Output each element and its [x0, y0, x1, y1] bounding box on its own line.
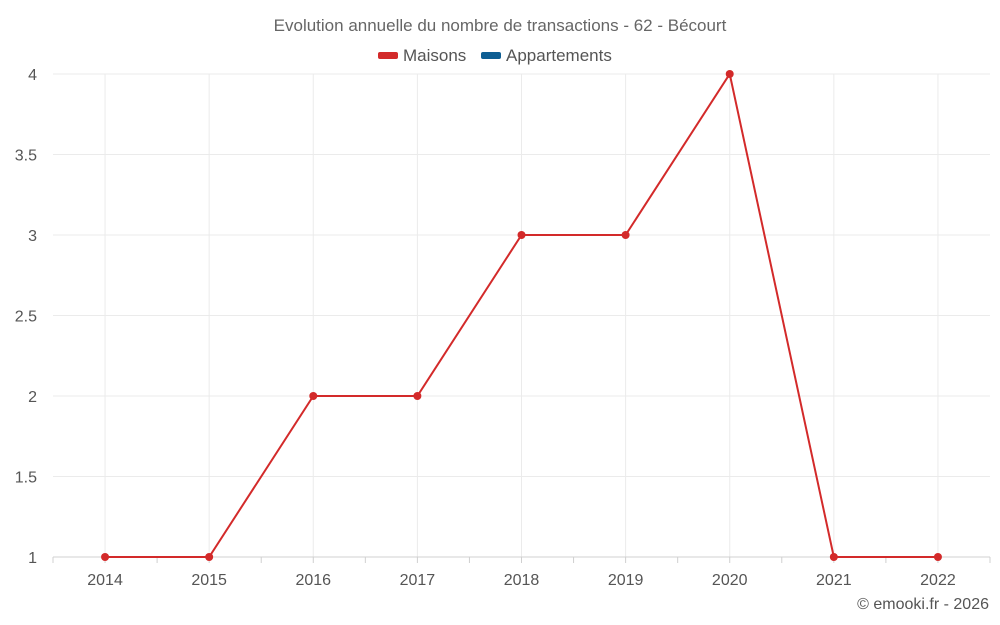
data-point-maisons[interactable]	[621, 231, 630, 239]
data-point-maisons[interactable]	[101, 553, 110, 561]
data-point-maisons[interactable]	[309, 392, 318, 400]
data-point-maisons[interactable]	[413, 392, 422, 400]
legend-swatch-maisons	[378, 52, 398, 59]
legend-item-maisons[interactable]: Maisons	[378, 46, 466, 65]
x-tick-label: 2020	[712, 572, 748, 589]
legend-item-appartements[interactable]: Appartements	[481, 46, 612, 65]
data-point-maisons[interactable]	[829, 553, 838, 561]
y-tick-label: 4	[28, 67, 37, 84]
x-tick-label: 2017	[400, 572, 436, 589]
grid	[53, 73, 990, 558]
y-tick-label: 3.5	[15, 148, 37, 165]
y-tick-label: 3	[28, 228, 37, 245]
legend-swatch-appartements	[481, 52, 501, 59]
y-tick-label: 2	[28, 389, 37, 406]
data-point-maisons[interactable]	[205, 553, 214, 561]
credit-text: © emooki.fr - 2026	[857, 596, 989, 613]
x-tick-label: 2016	[295, 572, 331, 589]
x-tick-label: 2022	[920, 572, 956, 589]
x-tick-label: 2019	[608, 572, 644, 589]
x-tick-label: 2015	[191, 572, 227, 589]
y-tick-label: 1	[28, 550, 37, 567]
x-tick-label: 2018	[504, 572, 540, 589]
data-point-maisons[interactable]	[725, 70, 734, 78]
chart-title: Evolution annuelle du nombre de transact…	[274, 16, 727, 35]
y-tick-label: 2.5	[15, 309, 37, 326]
series	[101, 70, 942, 561]
data-point-maisons[interactable]	[933, 553, 942, 561]
y-tick-label: 1.5	[15, 470, 37, 487]
legend-label-maisons: Maisons	[403, 46, 466, 65]
x-tick-label: 2021	[816, 572, 852, 589]
data-point-maisons[interactable]	[517, 231, 526, 239]
legend: Maisons Appartements	[378, 46, 612, 65]
x-tick-label: 2014	[87, 572, 123, 589]
legend-label-appartements: Appartements	[506, 46, 612, 65]
axes: 1 1.5 2 2.5 3 3.5 4 2014 2015 2016 2017 2018 2019 202…	[15, 67, 991, 589]
